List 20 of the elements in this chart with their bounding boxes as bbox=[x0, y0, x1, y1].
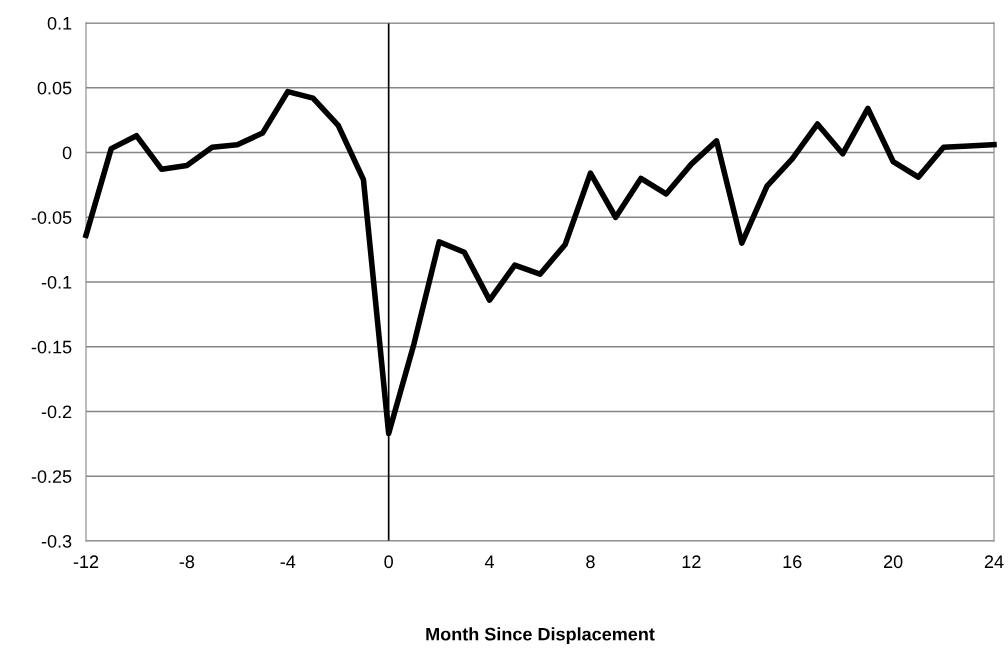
y-tick-label: -0.15 bbox=[31, 340, 72, 354]
x-axis-title: Month Since Displacement bbox=[426, 627, 655, 645]
y-tick-label: 0.05 bbox=[37, 81, 72, 95]
y-tick-label: -0.3 bbox=[41, 534, 72, 548]
y-tick-label: 0 bbox=[62, 146, 72, 160]
x-tick-label: 16 bbox=[783, 555, 802, 569]
y-tick-label: -0.2 bbox=[41, 405, 72, 419]
y-tick-label: -0.25 bbox=[31, 470, 72, 483]
y-tick-label: 0.1 bbox=[47, 16, 72, 30]
x-tick-label: -8 bbox=[179, 555, 195, 569]
y-tick-label: -0.1 bbox=[41, 275, 72, 289]
x-tick-label: 24 bbox=[984, 555, 1004, 568]
x-tick-label: 12 bbox=[682, 555, 701, 568]
y-tick-label: -0.05 bbox=[31, 211, 72, 224]
x-tick-label: 4 bbox=[484, 555, 495, 568]
x-tick-label: -4 bbox=[280, 555, 296, 568]
x-tick-label: 8 bbox=[586, 555, 595, 569]
x-tick-label: 20 bbox=[883, 555, 903, 569]
x-tick-label: -12 bbox=[73, 555, 99, 568]
x-tick-label: 0 bbox=[384, 555, 393, 569]
